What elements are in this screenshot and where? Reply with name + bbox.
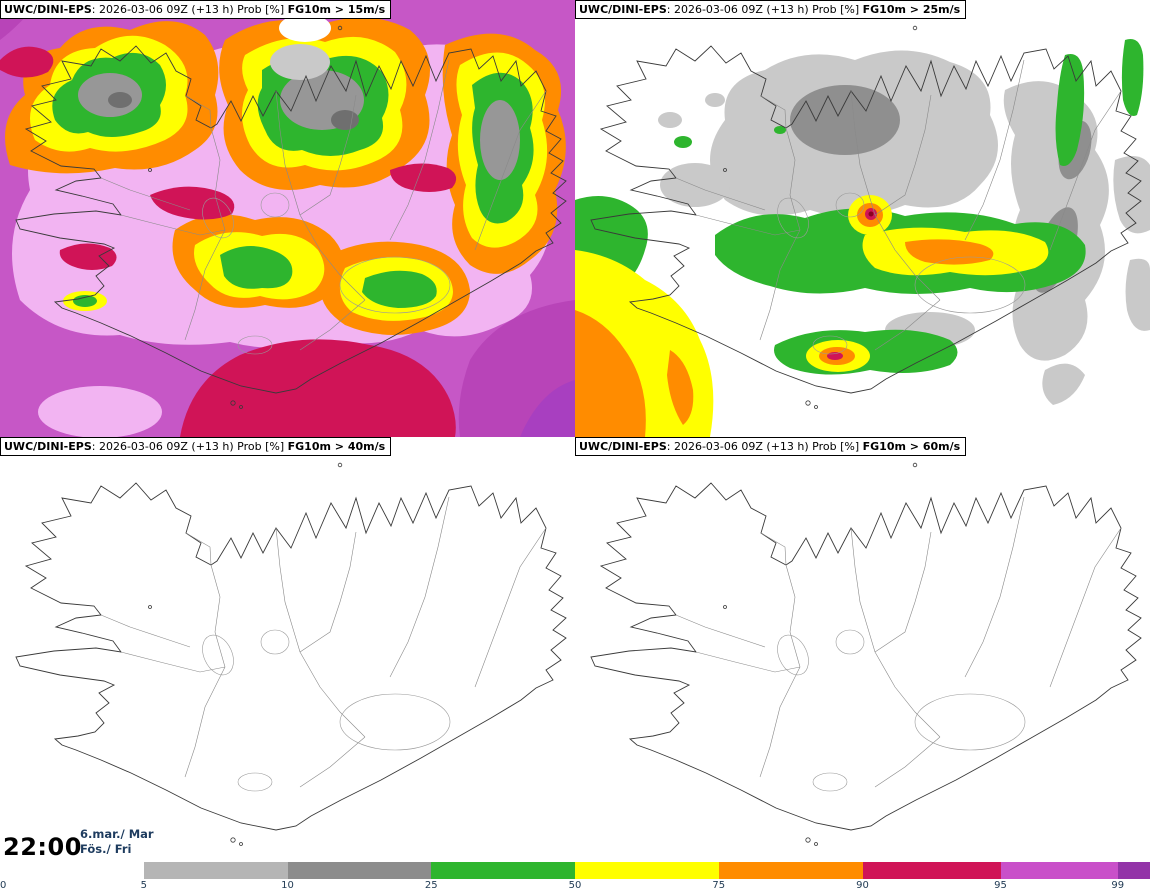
colorbar-label: 10: [281, 880, 294, 891]
colorbar-label: 0: [0, 880, 7, 891]
panel-title-prob-gt-60ms: UWC/DINI-EPS: 2026-03-06 09Z (+13 h) Pro…: [575, 437, 967, 457]
map-prob-gt-40ms: [0, 437, 575, 874]
valid-date: 6.mar./ Mar Fös./ Fri: [80, 827, 154, 857]
threshold-label: FG10m > 25m/s: [862, 3, 961, 16]
colorbar-segment: [1000, 862, 1118, 879]
run-info: : 2026-03-06 09Z (+13 h) Prob [%]: [666, 440, 863, 453]
model-name: UWC/DINI-EPS: [579, 440, 667, 453]
panel-prob-gt-40ms: UWC/DINI-EPS: 2026-03-06 09Z (+13 h) Pro…: [0, 437, 575, 874]
colorbar-segment: [431, 862, 575, 879]
colorbar-segment: [287, 862, 432, 879]
colorbar-label: 90: [856, 880, 869, 891]
model-name: UWC/DINI-EPS: [4, 440, 92, 453]
panel-title-prob-gt-40ms: UWC/DINI-EPS: 2026-03-06 09Z (+13 h) Pro…: [0, 437, 392, 457]
threshold-label: FG10m > 40m/s: [287, 440, 386, 453]
panel-title-prob-gt-25ms: UWC/DINI-EPS: 2026-03-06 09Z (+13 h) Pro…: [575, 0, 967, 20]
model-name: UWC/DINI-EPS: [579, 3, 667, 16]
colorbar-label: 5: [140, 880, 147, 891]
colorbar-label: 99: [1111, 880, 1125, 891]
colorbar-segment: [718, 862, 863, 879]
valid-time: 22:00: [3, 833, 82, 861]
run-info: : 2026-03-06 09Z (+13 h) Prob [%]: [666, 3, 863, 16]
panel-title-prob-gt-15ms: UWC/DINI-EPS: 2026-03-06 09Z (+13 h) Pro…: [0, 0, 392, 20]
colorbar-segment: [862, 862, 1001, 879]
model-name: UWC/DINI-EPS: [4, 3, 92, 16]
colorbar-segment: [1117, 862, 1150, 879]
probability-colorbar: [0, 862, 1150, 879]
colorbar-label: 75: [712, 880, 726, 891]
valid-date-line1: 6.mar./ Mar: [80, 827, 154, 842]
footer: 22:00 6.mar./ Mar Fös./ Fri 0 5 10 25 50 75 90…: [0, 825, 1150, 891]
colorbar-label: 50: [568, 880, 582, 891]
map-prob-gt-25ms: [575, 0, 1150, 437]
threshold-label: FG10m > 60m/s: [862, 440, 961, 453]
colorbar-segment: [0, 862, 144, 879]
colorbar-label: 25: [424, 880, 438, 891]
panel-prob-gt-25ms: UWC/DINI-EPS: 2026-03-06 09Z (+13 h) Pro…: [575, 0, 1150, 437]
map-prob-gt-60ms: [575, 437, 1150, 874]
colorbar-segment: [575, 862, 719, 879]
colorbar-segment: [143, 862, 288, 879]
panel-prob-gt-60ms: UWC/DINI-EPS: 2026-03-06 09Z (+13 h) Pro…: [575, 437, 1150, 874]
run-info: : 2026-03-06 09Z (+13 h) Prob [%]: [91, 3, 288, 16]
colorbar-label: 95: [994, 880, 1007, 891]
threshold-label: FG10m > 15m/s: [287, 3, 386, 16]
run-info: : 2026-03-06 09Z (+13 h) Prob [%]: [91, 440, 288, 453]
probability-colorbar-labels: 0 5 10 25 50 75 90 95 99: [0, 879, 1150, 891]
panel-prob-gt-15ms: UWC/DINI-EPS: 2026-03-06 09Z (+13 h) Pro…: [0, 0, 575, 437]
map-prob-gt-15ms: [0, 0, 575, 437]
valid-date-line2: Fös./ Fri: [80, 842, 132, 857]
